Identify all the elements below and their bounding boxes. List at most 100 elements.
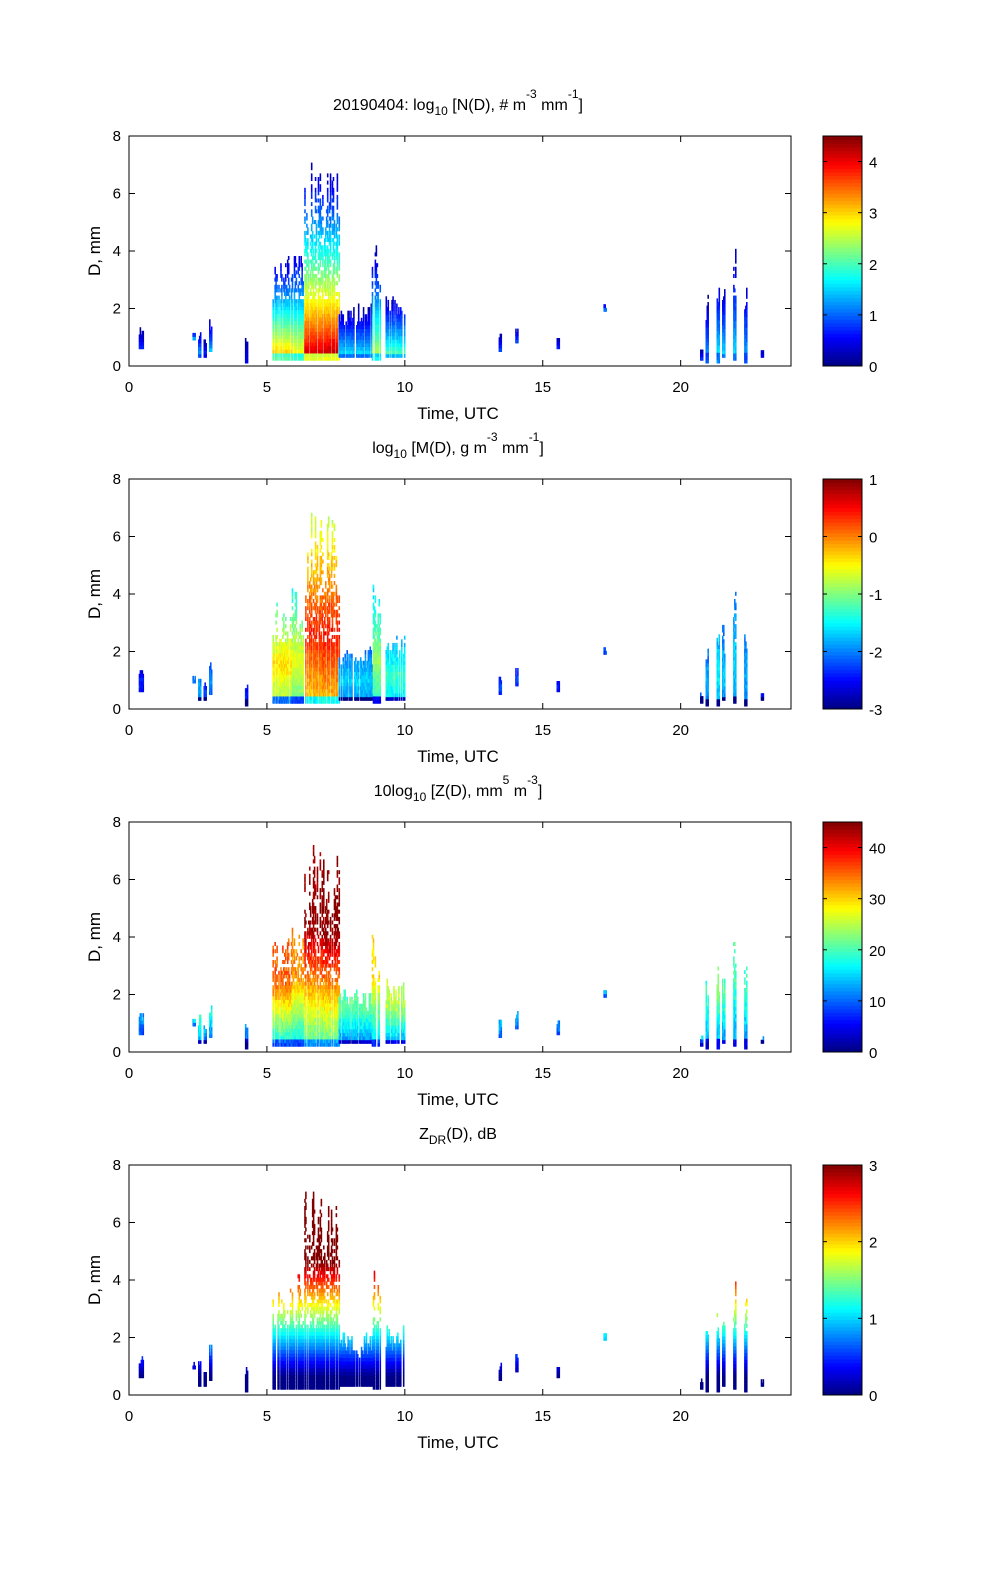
heatmap-cell: [313, 685, 316, 690]
heatmap-cell: [327, 552, 330, 557]
heatmap-cell: [284, 649, 286, 654]
heatmap-cell: [310, 177, 313, 181]
heatmap-cell: [317, 238, 320, 243]
heatmap-cell: [293, 670, 296, 675]
heatmap-cell: [284, 338, 286, 343]
x-tick-label: 20: [672, 379, 689, 396]
heatmap-cell: [363, 689, 366, 694]
heatmap-cell: [371, 356, 374, 361]
heatmap-cell: [307, 349, 309, 354]
heatmap-cell: [310, 209, 313, 214]
heatmap-cell: [377, 299, 380, 304]
heatmap-cell: [320, 537, 323, 542]
heatmap-cell: [357, 346, 359, 351]
heatmap-cell: [378, 642, 381, 647]
heatmap-cell: [724, 350, 726, 355]
heatmap-cell: [286, 274, 289, 278]
heatmap-cell: [394, 310, 396, 315]
heatmap-cell: [209, 669, 211, 674]
y-tick-label: 2: [113, 301, 121, 318]
heatmap-cell: [310, 191, 313, 196]
heatmap-cell: [351, 686, 353, 690]
heatmap-cell: [343, 696, 346, 701]
heatmap-cell: [348, 660, 350, 665]
heatmap-cell: [393, 353, 395, 358]
heatmap-cell: [326, 187, 329, 192]
heatmap-cell: [314, 685, 317, 690]
heatmap-cell: [333, 266, 336, 271]
heatmap-cell: [309, 320, 312, 325]
heatmap-cell: [142, 345, 145, 350]
heatmap-cell: [332, 327, 335, 332]
heatmap-cell: [275, 635, 277, 639]
heatmap-cell: [331, 335, 334, 340]
heatmap-cell: [342, 668, 345, 672]
heatmap-cell: [285, 324, 288, 329]
heatmap-cell: [349, 678, 351, 683]
heatmap-cell: [311, 302, 314, 307]
heatmap-cell: [333, 670, 336, 675]
heatmap-cell: [341, 332, 344, 337]
heatmap-cell: [295, 306, 298, 311]
heatmap-cell: [335, 656, 338, 661]
heatmap-cell: [318, 649, 321, 654]
heatmap-cell: [293, 685, 296, 690]
heatmap-cell: [283, 288, 285, 293]
heatmap-cell: [318, 613, 321, 618]
colorbar-swatch: [823, 193, 862, 198]
heatmap-cell: [331, 613, 334, 618]
heatmap-cell: [302, 284, 304, 289]
heatmap-cell: [398, 343, 400, 347]
heatmap-cell: [311, 230, 314, 235]
heatmap-cell: [724, 307, 726, 312]
colorbar-swatch: [823, 200, 862, 205]
heatmap-cell: [326, 552, 329, 557]
heatmap-cell: [315, 656, 318, 661]
heatmap-cell: [333, 523, 336, 528]
heatmap-cell: [342, 339, 345, 344]
heatmap-cell: [322, 663, 324, 668]
heatmap-cell: [357, 675, 360, 680]
heatmap-cell: [338, 660, 341, 665]
heatmap-cell: [327, 266, 330, 271]
heatmap-cell: [342, 325, 345, 329]
heatmap-cell: [322, 202, 324, 207]
heatmap-cell: [198, 696, 200, 701]
heatmap-cell: [345, 660, 347, 665]
heatmap-cell: [291, 624, 294, 629]
heatmap-cell: [139, 677, 142, 682]
heatmap-cell: [292, 660, 295, 665]
heatmap-cell: [278, 660, 280, 665]
heatmap-cell: [556, 345, 559, 350]
heatmap-cell: [273, 649, 275, 654]
heatmap-cell: [342, 335, 345, 340]
heatmap-cell: [298, 327, 301, 332]
heatmap-cell: [245, 691, 248, 696]
heatmap-cell: [368, 335, 371, 340]
heatmap-cell: [141, 684, 144, 689]
heatmap-cell: [300, 692, 302, 697]
heatmap-cell: [314, 667, 317, 672]
heatmap-cell: [734, 349, 736, 354]
heatmap-cell: [304, 295, 306, 300]
heatmap-cell: [333, 234, 336, 239]
heatmap-cell: [320, 649, 323, 654]
heatmap-cell: [327, 555, 330, 560]
heatmap-cell: [293, 656, 296, 661]
heatmap-cell: [283, 313, 285, 318]
heatmap-cell: [368, 664, 371, 669]
y-axis-label: D, mm: [85, 226, 104, 276]
heatmap-cell: [353, 353, 355, 358]
heatmap-cell: [293, 292, 296, 296]
heatmap-cell: [361, 325, 364, 329]
heatmap-cell: [327, 645, 330, 650]
heatmap-cell: [339, 343, 342, 347]
heatmap-cell: [322, 263, 324, 268]
heatmap-cell: [376, 324, 379, 329]
heatmap-cell: [280, 266, 282, 271]
heatmap-cell: [284, 685, 286, 690]
heatmap-cell: [284, 692, 286, 697]
heatmap-cell: [299, 353, 302, 358]
heatmap-cell: [285, 313, 287, 318]
heatmap-cell: [293, 642, 296, 647]
